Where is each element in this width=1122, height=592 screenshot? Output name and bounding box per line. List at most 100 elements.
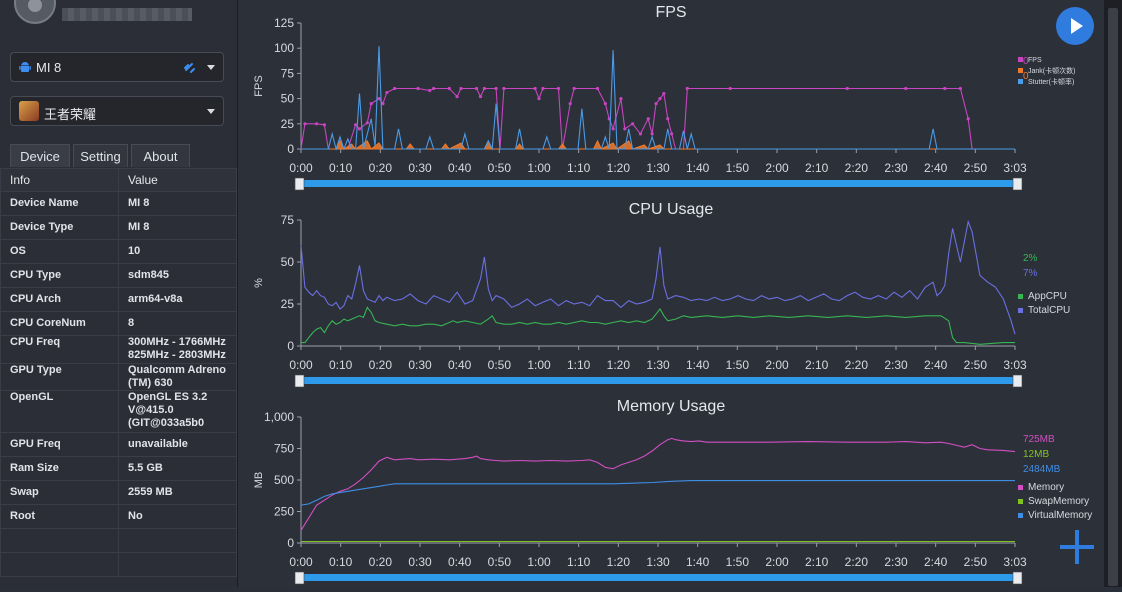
x-tick-label: 1:30: [646, 555, 670, 569]
x-tick-label: 1:40: [686, 161, 710, 175]
fps-point: [533, 86, 537, 91]
range-slider-track[interactable]: [296, 180, 1020, 187]
x-tick-label: 1:20: [607, 358, 631, 372]
range-slider-handle-left[interactable]: [294, 571, 305, 585]
info-key: Root: [0, 504, 119, 529]
y-tick-label: 0: [287, 339, 294, 353]
fps-point: [494, 86, 498, 91]
column-header-info: Info: [0, 168, 119, 192]
avatar[interactable]: [14, 0, 56, 24]
android-icon: [19, 62, 31, 72]
chevron-down-icon: [207, 65, 215, 70]
current-value: 7%: [1023, 268, 1038, 279]
device-select[interactable]: MI 8: [10, 52, 224, 82]
x-tick-label: 0:20: [369, 358, 393, 372]
fps-point: [416, 86, 420, 91]
table-row: Device Name MI 8: [0, 191, 237, 216]
y-tick-label: 250: [274, 505, 294, 519]
fps-point: [650, 132, 654, 136]
info-value: MI 8: [118, 215, 237, 240]
y-tick-label: 75: [281, 66, 295, 80]
info-value: Qualcomm Adreno (TM) 630: [118, 363, 237, 391]
table-row-empty: [0, 552, 237, 577]
range-slider-track[interactable]: [296, 574, 1020, 581]
x-tick-label: 2:10: [805, 161, 829, 175]
fps-point: [572, 86, 576, 91]
x-tick-label: 1:00: [527, 358, 551, 372]
device-select-value: MI 8: [36, 60, 62, 75]
play-button[interactable]: [1056, 7, 1094, 45]
x-tick-label: 2:40: [924, 358, 948, 372]
x-tick-label: 2:50: [964, 161, 988, 175]
info-key: CPU Arch: [0, 287, 119, 312]
y-tick-label: 0: [287, 536, 294, 550]
info-key: OpenGL: [0, 390, 119, 433]
x-tick-label: 0:40: [448, 161, 472, 175]
y-tick-label: 25: [281, 117, 295, 131]
info-value: unavailable: [118, 432, 237, 457]
info-key: GPU Freq: [0, 432, 119, 457]
column-header-value: Value: [118, 168, 237, 192]
current-value: 2%: [1023, 253, 1038, 264]
x-tick-label: 3:03: [1003, 555, 1027, 569]
x-tick-label: 3:03: [1003, 161, 1027, 175]
legend-swatch: [1018, 513, 1023, 518]
x-tick-label: 2:20: [845, 555, 869, 569]
x-tick-label: 1:50: [726, 555, 750, 569]
fps-point: [303, 122, 307, 126]
x-tick-label: 2:50: [964, 555, 988, 569]
range-slider-handle-right[interactable]: [1012, 374, 1023, 388]
fps-point: [619, 97, 623, 101]
range-slider-track[interactable]: [296, 377, 1020, 384]
range-slider-handle-left[interactable]: [294, 374, 305, 388]
game-icon: [19, 101, 39, 121]
current-value: 0: [1023, 71, 1029, 82]
range-slider-handle-right[interactable]: [1012, 571, 1023, 585]
table-row: CPU Freq 300MHz - 1766MHz 825MHz - 2803MH…: [0, 335, 237, 364]
charts-panel: FPS 0 25 50 75 100 125 FPS 0:00 0:10 0:20 0:30 0:40 0…: [238, 0, 1104, 587]
tab-device[interactable]: Device: [10, 144, 70, 167]
range-slider-handle-right[interactable]: [1012, 177, 1023, 191]
x-tick-label: 0:20: [369, 161, 393, 175]
link-icon[interactable]: [183, 61, 197, 75]
x-tick-label: 0:50: [488, 161, 512, 175]
legend-swatch: [1018, 499, 1023, 504]
scrollbar-thumb[interactable]: [1108, 8, 1118, 586]
fps-point: [611, 127, 615, 131]
info-key: Ram Size: [0, 456, 119, 481]
fps-point: [502, 86, 506, 91]
play-icon: [1071, 18, 1083, 34]
fps-point: [595, 86, 600, 91]
fps-point: [728, 86, 732, 91]
y-tick-label: 25: [281, 297, 295, 311]
app-select[interactable]: 王者荣耀: [10, 96, 224, 126]
legend-label: Jank(卡顿次数): [1028, 66, 1075, 75]
x-tick-label: 0:00: [289, 161, 313, 175]
current-value: 12MB: [1023, 449, 1049, 460]
fps-point: [455, 94, 459, 99]
x-tick-label: 1:10: [567, 555, 591, 569]
fps-point: [670, 132, 674, 136]
fps-point: [646, 117, 650, 121]
fps-point: [943, 86, 947, 91]
info-value: 2559 MB: [118, 480, 237, 505]
series-line-Jank(卡顿次数): [301, 139, 1015, 150]
x-tick-label: 1:30: [646, 358, 670, 372]
username-redacted: [62, 8, 192, 21]
y-tick-label: 75: [281, 213, 295, 227]
scrollbar[interactable]: [1104, 0, 1122, 587]
fps-point: [474, 86, 479, 91]
tab-about[interactable]: About: [131, 144, 190, 167]
table-row: CPU Arch arm64-v8a: [0, 287, 237, 312]
range-slider-handle-left[interactable]: [294, 177, 305, 191]
fps-point: [385, 90, 389, 95]
table-row: GPU Type Qualcomm Adreno (TM) 630: [0, 363, 237, 391]
x-tick-label: 2:00: [765, 358, 789, 372]
add-button[interactable]: [1060, 530, 1094, 564]
legend-label: TotalCPU: [1028, 305, 1070, 316]
tab-setting[interactable]: Setting: [73, 144, 128, 167]
series-line-VirtualMemory: [300, 480, 1015, 506]
fps-point: [654, 102, 658, 106]
x-tick-label: 0:30: [408, 358, 432, 372]
